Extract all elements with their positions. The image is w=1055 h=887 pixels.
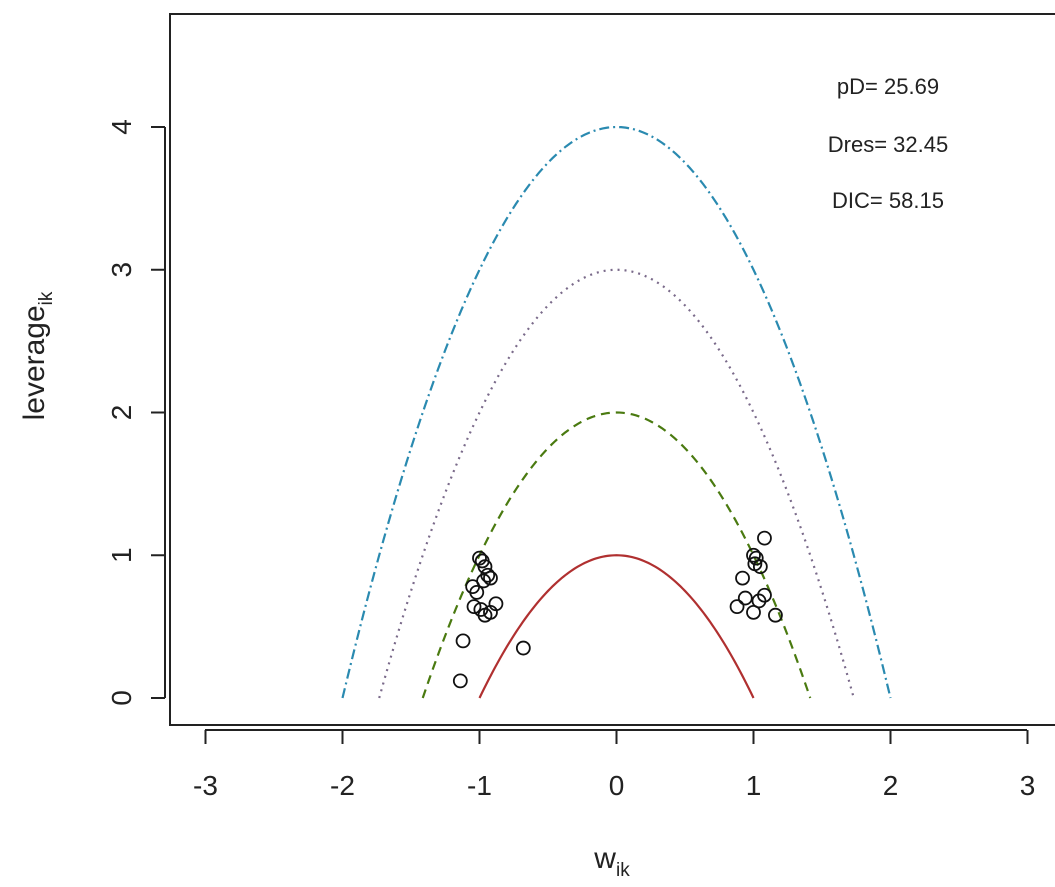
annotation-dres: Dres= 32.45 <box>828 132 948 157</box>
data-point <box>757 530 772 546</box>
data-point <box>455 633 471 649</box>
x-tick-label: -3 <box>193 770 218 801</box>
x-tick-label: 3 <box>1020 770 1036 801</box>
contour-curve-1 <box>478 554 755 699</box>
annotation-dic: DIC= 58.15 <box>832 188 944 213</box>
x-axis-title-main: w <box>593 842 616 875</box>
data-point <box>737 590 753 606</box>
data-point <box>735 570 750 586</box>
data-point <box>768 607 783 623</box>
data-point <box>488 596 504 612</box>
y-tick-label: 2 <box>106 405 137 421</box>
y-tick-label: 4 <box>106 119 137 135</box>
data-point <box>748 550 764 566</box>
x-axis-title-sub: ik <box>616 860 630 881</box>
x-tick-label: 1 <box>746 770 762 801</box>
x-tick-label: -2 <box>330 770 355 801</box>
x-tick-label: 0 <box>609 770 625 801</box>
data-point <box>469 584 485 600</box>
y-tick-label: 3 <box>106 262 137 278</box>
contour-curve-4 <box>341 125 892 699</box>
x-axis: -3 -2 -1 0 1 2 3 <box>193 729 1036 801</box>
data-point <box>483 570 498 586</box>
plot-frame <box>169 13 1055 726</box>
curves-group <box>341 125 892 699</box>
data-point <box>515 640 531 656</box>
points-group <box>452 530 783 689</box>
data-point <box>752 559 768 575</box>
x-tick-label: 2 <box>883 770 899 801</box>
y-axis-title-sub: ik <box>36 291 57 305</box>
contour-curve-2 <box>421 411 812 699</box>
y-axis: 0 1 2 3 4 <box>106 119 166 706</box>
y-axis-title: leverageik <box>18 291 57 420</box>
annotation-pd: pD= 25.69 <box>837 74 939 99</box>
y-axis-title-main: leverage <box>18 305 51 420</box>
data-point <box>746 604 761 620</box>
y-tick-label: 1 <box>106 547 137 563</box>
x-tick-label: -1 <box>467 770 492 801</box>
data-point <box>729 599 745 615</box>
x-axis-title: wik <box>593 842 630 881</box>
data-point <box>452 673 468 689</box>
y-tick-label: 0 <box>106 690 137 706</box>
data-point <box>466 599 482 615</box>
data-point <box>746 547 761 563</box>
